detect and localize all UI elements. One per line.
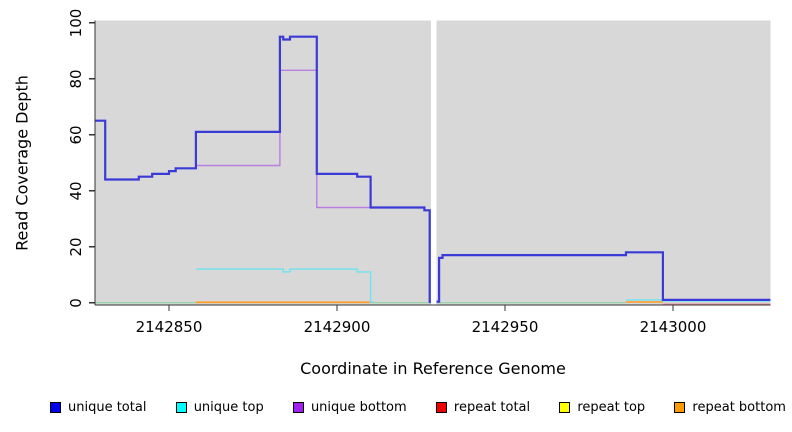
x-tick-label: 2142850 [135,318,203,336]
x-tick-label: 2142900 [303,318,371,336]
series-line-unique-top [195,268,374,303]
legend-item: repeat total [435,399,531,415]
legend-label: repeat total [453,399,531,415]
coverage-gap-band [431,20,437,305]
legend-label: unique bottom [310,399,407,415]
legend-swatch-icon [559,401,571,413]
y-tick-label: 80 [67,69,85,89]
legend-label: repeat top [577,399,646,415]
legend-label: unique total [68,399,147,415]
x-tick-label: 2142950 [471,318,539,336]
series-line-unique-total [95,35,771,303]
legend-swatch-icon [292,401,304,413]
legend-item: unique total [50,400,146,415]
legend-item: repeat top [559,400,645,415]
legend-item: repeat bottom [674,400,786,415]
legend-swatch-icon [175,401,187,413]
legend: unique total unique top unique bottom repea… [50,398,786,416]
x-tick-label: 2143000 [639,318,707,336]
y-tick-label: 40 [67,181,85,201]
y-axis-title: Read Coverage Depth [12,75,32,251]
y-tick-label: 60 [67,125,85,145]
y-tick-label: 20 [67,237,85,257]
legend-label: unique top [193,399,264,415]
legend-item: unique bottom [292,399,407,415]
legend-swatch-icon [50,401,61,413]
y-tick-label: 0 [67,297,85,308]
legend-label: repeat bottom [692,399,786,415]
legend-item: unique top [175,399,264,415]
legend-swatch-icon [435,401,447,413]
x-axis-title: Coordinate in Reference Genome [300,359,566,378]
y-tick-label: 100 [67,8,85,38]
legend-swatch-icon [674,401,686,413]
